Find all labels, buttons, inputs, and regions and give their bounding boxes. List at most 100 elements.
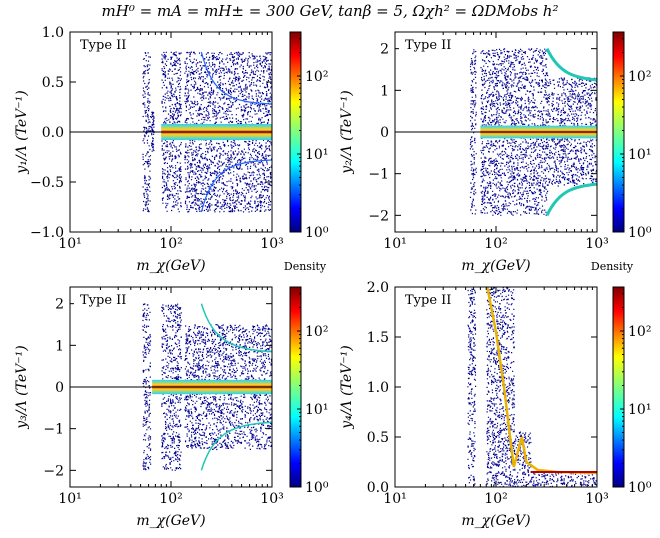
panel-y3: 10¹ 10² 10³ −2 −1 0 1 2 Type II m_χ(GeV) y₃/Λ (TeV… [14, 286, 329, 529]
scatter-points [480, 48, 549, 216]
scatter-points [142, 52, 152, 213]
colorbar: 10⁰ 10¹ 10² Density [591, 31, 652, 273]
panel-tag-background [74, 36, 132, 53]
colorbar: 10⁰ 10¹ 10² [289, 286, 329, 496]
panel-tag: Type II [80, 293, 126, 308]
x-axis-title: m_χ(GeV) [136, 513, 205, 529]
colorbar-tick-label: 10¹ [305, 147, 328, 163]
y-tick-label: −2 [368, 208, 389, 224]
colorbar-label: Density [284, 260, 327, 273]
colorbar: 10⁰ 10¹ 10² [612, 286, 652, 496]
colorbar-label: Density [591, 260, 634, 273]
y-tick-label: −0.5 [30, 175, 64, 191]
y-tick-label: 1.0 [42, 25, 64, 41]
y-axis-title: y₂/Λ (TeV⁻¹) [339, 90, 355, 174]
y-tick-label: 0.0 [42, 125, 64, 141]
scatter-points [513, 431, 532, 487]
y-tick-label: 0.5 [367, 430, 389, 446]
x-tick-label: 10³ [260, 236, 283, 252]
region-band-dip [184, 51, 272, 213]
y-tick-label: −1 [43, 422, 64, 438]
plot-area [467, 287, 597, 487]
region-bump [513, 431, 532, 487]
region-resonance-tail [469, 49, 477, 215]
region-band-main [161, 303, 182, 471]
colorbar-tick-label: 10¹ [628, 147, 651, 163]
boundary-curve [200, 51, 272, 213]
x-tick-label: 10² [484, 236, 507, 252]
y-axis-title: y₃/Λ (TeV⁻¹) [14, 345, 30, 429]
y-tick-label: 1.5 [367, 330, 389, 346]
y-axis-title: y₄/Λ (TeV⁻¹) [339, 345, 355, 429]
x-axis-title: m_χ(GeV) [461, 258, 530, 274]
colorbar-tick-label: 10² [628, 324, 651, 340]
colorbar-gradient [612, 31, 625, 233]
y-tick-label: −2 [43, 463, 64, 479]
colorbar-tick-label: 10¹ [628, 402, 651, 418]
region-band-main [161, 51, 182, 213]
scatter-points [530, 471, 597, 487]
panel-tag: Type II [405, 293, 451, 308]
panel-tag-background [399, 36, 457, 53]
colorbar: 10⁰ 10¹ 10² Density [284, 31, 329, 273]
scatter-points [469, 49, 477, 215]
panel-tag: Type II [80, 38, 126, 53]
y-tick-label: 2 [380, 42, 389, 58]
scatter-points [161, 51, 182, 213]
y-tick-label: −1 [368, 167, 389, 183]
panel-tag: Type II [405, 38, 451, 53]
y-tick-label: 2.0 [367, 280, 389, 296]
x-axis-title: m_χ(GeV) [136, 258, 205, 274]
x-tick-label: 10¹ [383, 236, 406, 252]
scatter-points [142, 303, 152, 471]
x-tick-label: 10² [484, 491, 507, 507]
scatter-points [467, 288, 477, 487]
panel-tag-background [74, 291, 132, 308]
x-tick-label: 10³ [585, 236, 608, 252]
boundary-curve [200, 303, 272, 471]
region-plateau [530, 471, 597, 487]
colorbar-gradient [289, 31, 302, 233]
colorbar-tick-label: 10⁰ [628, 480, 652, 496]
scatter-points [486, 287, 515, 487]
y-tick-label: 2 [55, 297, 64, 313]
scatter-points [161, 303, 182, 471]
y-tick-label: 1 [55, 338, 64, 354]
region-resonance-tail [142, 303, 152, 471]
region-resonance-tail [142, 52, 152, 213]
x-tick-label: 10¹ [383, 491, 406, 507]
y-tick-label: 0.0 [367, 480, 389, 496]
colorbar-gradient [289, 286, 302, 488]
x-tick-label: 10¹ [58, 491, 81, 507]
x-tick-label: 10³ [585, 491, 608, 507]
y-tick-label: 0 [55, 380, 64, 396]
panel-tag-background [399, 291, 457, 308]
scatter-points [184, 51, 272, 213]
region-diagonal-band [486, 287, 515, 487]
panel-y4: 10¹ 10² 10³ 0.0 0.5 1.0 1.5 2.0 Type II m_χ(GeV) y… [339, 280, 652, 529]
colorbar-tick-label: 10⁰ [305, 225, 329, 241]
panel-y1: 10¹ 10² 10³ −1.0 −0.5 0.0 0.5 1.0 Type II m_χ(GeV… [14, 25, 329, 274]
figure-suptitle: mH⁰ = mA = mH± = 300 GeV, tanβ = 5, Ωχh²… [101, 2, 559, 20]
colorbar-tick-label: 10² [305, 69, 328, 85]
region-resonance-column [467, 288, 477, 487]
panel-y2: 10¹ 10² 10³ −2 −1 0 1 2 Type II m_χ(GeV) y₂/Λ (TeV… [339, 31, 652, 274]
x-tick-label: 10² [159, 491, 182, 507]
boundary-curve [545, 48, 597, 216]
plot-area [395, 48, 597, 216]
colorbar-tick-label: 10⁰ [305, 480, 329, 496]
plot-area [70, 51, 272, 213]
y-tick-label: 0 [380, 125, 389, 141]
y-tick-label: 1.0 [367, 380, 389, 396]
colorbar-tick-label: 10⁰ [628, 225, 652, 241]
x-axis-title: m_χ(GeV) [461, 513, 530, 529]
axes-frame [394, 286, 598, 488]
y-tick-label: −1.0 [30, 225, 64, 241]
colorbar-tick-label: 10² [305, 324, 328, 340]
y-tick-label: 0.5 [42, 75, 64, 91]
region-band-main [480, 48, 549, 216]
x-tick-label: 10³ [260, 491, 283, 507]
colorbar-gradient [612, 286, 625, 488]
colorbar-tick-label: 10¹ [305, 402, 328, 418]
